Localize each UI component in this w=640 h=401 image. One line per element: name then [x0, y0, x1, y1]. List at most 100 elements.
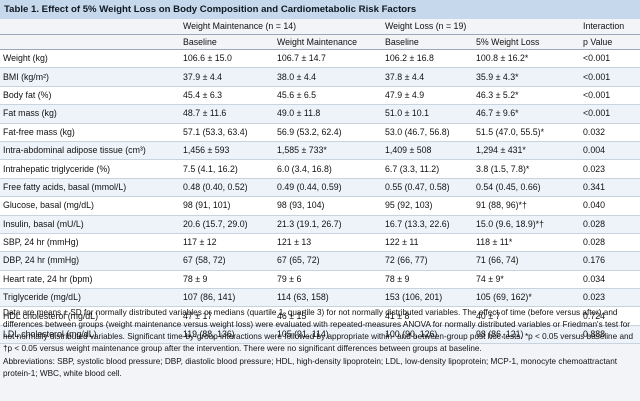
- row-label: Heart rate, 24 hr (bpm): [3, 273, 93, 284]
- value-cell: 0.49 (0.44, 0.59): [277, 181, 342, 192]
- value-cell: 3.8 (1.5, 7.8)*: [476, 163, 530, 174]
- value-cell: 95 (92, 103): [385, 200, 433, 211]
- value-cell: 0.55 (0.47, 0.58): [385, 181, 450, 192]
- table-row: Intra-abdominal adipose tissue (cm³) 1,45…: [0, 141, 640, 160]
- value-cell: 41 ± 8: [385, 310, 410, 321]
- value-cell: 1,456 ± 593: [183, 145, 230, 156]
- value-cell: 106.2 ± 16.8: [385, 53, 434, 64]
- value-cell: 51.5 (47.0, 55.5)*: [476, 126, 544, 137]
- p-value-cell: 0.032: [583, 126, 606, 137]
- row-label: Insulin, basal (mU/L): [3, 218, 84, 229]
- value-cell: 56.9 (53.2, 62.4): [277, 126, 342, 137]
- p-value-cell: 0.023: [583, 163, 606, 174]
- empty-header-cell: [0, 34, 180, 50]
- value-cell: 49.0 ± 11.8: [277, 108, 321, 119]
- footnote-text: Data are means ± SD for normally distrib…: [3, 308, 634, 353]
- row-label: Body fat (%): [3, 89, 52, 100]
- p-value-cell: 0.724: [583, 310, 606, 321]
- row-label: Intrahepatic triglyceride (%): [3, 163, 111, 174]
- value-cell: 0.48 (0.40, 0.52): [183, 181, 248, 192]
- col-header: Baseline: [382, 34, 474, 50]
- value-cell: 16.7 (13.3, 22.6): [385, 218, 450, 229]
- value-cell: 46.3 ± 5.2*: [476, 89, 519, 100]
- table-row: Fat-free mass (kg) 57.1 (53.3, 63.4) 56.9 …: [0, 123, 640, 142]
- empty-header-cell: [0, 19, 180, 35]
- row-label: Glucose, basal (mg/dL): [3, 200, 94, 211]
- value-cell: 118 ± 11*: [476, 237, 513, 248]
- p-value-cell: 0.028: [583, 218, 606, 229]
- p-value-cell: 0.004: [583, 145, 606, 156]
- value-cell: 106.6 ± 15.0: [183, 53, 232, 64]
- value-cell: 119 (88, 136): [183, 329, 235, 340]
- table-row: Fat mass (kg) 48.7 ± 11.6 49.0 ± 11.8 51.0 …: [0, 104, 640, 124]
- value-cell: 122 ± 11: [385, 237, 419, 248]
- value-cell: 100 (90, 126): [385, 329, 438, 340]
- value-cell: 100.8 ± 16.2*: [476, 53, 529, 64]
- value-cell: 15.0 (9.6, 18.9)*†: [476, 218, 544, 229]
- value-cell: 45.4 ± 6.3: [183, 89, 223, 100]
- table-row: Heart rate, 24 hr (bpm) 78 ± 9 79 ± 6 78 ± …: [0, 270, 640, 289]
- value-cell: 98 (86, 121): [476, 329, 524, 340]
- table-row: SBP, 24 hr (mmHg) 117 ± 12 121 ± 13 122 ± 1…: [0, 233, 640, 252]
- group-header-maintenance: Weight Maintenance (n = 14): [180, 19, 383, 35]
- value-cell: 72 (66, 77): [385, 255, 428, 266]
- table-row: Triglyceride (mg/dL) 107 (86, 141) 114 (63…: [0, 288, 640, 307]
- value-cell: 37.9 ± 4.4: [183, 71, 223, 82]
- value-cell: 37.8 ± 4.4: [385, 71, 425, 82]
- value-cell: 1,585 ± 733*: [277, 145, 327, 156]
- p-value-cell: <0.001: [583, 71, 611, 82]
- value-cell: 7.5 (4.1, 16.2): [183, 163, 238, 174]
- table-body: Weight (kg) 106.6 ± 15.0 106.7 ± 14.7 106.2…: [0, 49, 640, 344]
- value-cell: 91 (88, 96)*†: [476, 200, 527, 211]
- value-cell: 48.7 ± 11.6: [183, 108, 227, 119]
- col-header: Weight Maintenance: [274, 34, 383, 50]
- group-header-row: Weight Maintenance (n = 14) Weight Loss …: [0, 19, 640, 35]
- p-value-cell: <0.001: [583, 89, 611, 100]
- value-cell: 79 ± 6: [277, 273, 302, 284]
- value-cell: 107 (86, 141): [183, 292, 236, 303]
- value-cell: 67 (65, 72): [277, 255, 320, 266]
- value-cell: 6.7 (3.3, 11.2): [385, 163, 440, 174]
- value-cell: 153 (106, 201): [385, 292, 443, 303]
- col-header: Baseline: [180, 34, 274, 50]
- value-cell: 106.7 ± 14.7: [277, 53, 326, 64]
- value-cell: 51.0 ± 10.1: [385, 108, 429, 119]
- table-row: BMI (kg/m²) 37.9 ± 4.4 38.0 ± 4.4 37.8 ± 4.…: [0, 67, 640, 87]
- value-cell: 47 ± 17: [183, 310, 213, 321]
- value-cell: 47.9 ± 4.9: [385, 89, 425, 100]
- p-value-cell: 0.023: [583, 292, 606, 303]
- value-cell: 1,294 ± 431*: [476, 145, 526, 156]
- col-header: 5% Weight Loss: [473, 34, 581, 50]
- results-table: Weight Maintenance (n = 14) Weight Loss …: [0, 19, 640, 344]
- value-cell: 71 (66, 74): [476, 255, 519, 266]
- table-row: LDL cholesterol (mg/dL) 119 (88, 136) 105 …: [0, 325, 640, 344]
- value-cell: 35.9 ± 4.3*: [476, 71, 519, 82]
- value-cell: 6.0 (3.4, 16.8): [277, 163, 332, 174]
- value-cell: 98 (93, 104): [277, 200, 325, 211]
- value-cell: 21.3 (19.1, 26.7): [277, 218, 342, 229]
- value-cell: 114 (63, 158): [277, 292, 329, 303]
- value-cell: 74 ± 9*: [476, 273, 504, 284]
- table-title: Table 1. Effect of 5% Weight Loss on Bod…: [0, 0, 640, 19]
- value-cell: 40 ± 7: [476, 310, 501, 321]
- value-cell: 105 (69, 162)*: [476, 292, 532, 303]
- row-label: Free fatty acids, basal (mmol/L): [3, 181, 127, 192]
- row-label: Fat mass (kg): [3, 108, 57, 119]
- table-row: Intrahepatic triglyceride (%) 7.5 (4.1, 1…: [0, 159, 640, 179]
- value-cell: 78 ± 9: [385, 273, 410, 284]
- value-cell: 117 ± 12: [183, 237, 217, 248]
- p-value-cell: 0.034: [583, 273, 606, 284]
- row-label: SBP, 24 hr (mmHg): [3, 237, 79, 248]
- abbreviations-text: Abbreviations: SBP, systolic blood press…: [3, 357, 618, 378]
- value-cell: 1,409 ± 508: [385, 145, 432, 156]
- value-cell: 105 (91, 114): [277, 329, 329, 340]
- group-header-loss: Weight Loss (n = 19): [382, 19, 581, 35]
- table-row: Insulin, basal (mU/L) 20.6 (15.7, 29.0) 21…: [0, 215, 640, 234]
- value-cell: 46 ± 15: [277, 310, 307, 321]
- group-header-interaction: Interaction: [580, 19, 640, 35]
- table-row: Free fatty acids, basal (mmol/L) 0.48 (0.…: [0, 178, 640, 197]
- table-row: Weight (kg) 106.6 ± 15.0 106.7 ± 14.7 106.2…: [0, 49, 640, 68]
- row-label: Weight (kg): [3, 53, 48, 64]
- value-cell: 45.6 ± 6.5: [277, 89, 317, 100]
